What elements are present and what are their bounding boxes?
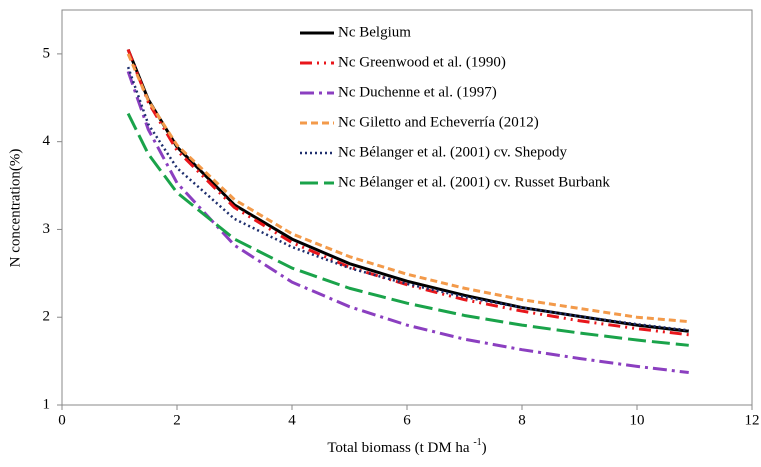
series-line — [126, 48, 689, 333]
x-tick-label: 8 — [518, 412, 526, 428]
y-axis-label: N concentration(%) — [7, 149, 23, 268]
series-line — [126, 66, 689, 332]
series-line — [126, 53, 689, 324]
series-line — [126, 112, 689, 347]
legend-label: Nc Bélanger et al. (2001) cv. Russet Bur… — [338, 174, 610, 190]
x-tick-label: 2 — [173, 412, 181, 428]
x-axis-label-sup: -1 — [473, 437, 481, 448]
x-tick-label: 0 — [58, 412, 66, 428]
x-tick-label: 10 — [630, 412, 645, 428]
legend-label: Nc Greenwood et al. (1990) — [338, 54, 506, 70]
x-axis-label: Total biomass (t DM ha -1) — [327, 437, 486, 456]
x-tick-label: 4 — [288, 412, 296, 428]
legend-label: Nc Bélanger et al. (2001) cv. Shepody — [338, 144, 567, 160]
legend-label: Nc Giletto and Echeverría (2012) — [338, 114, 539, 130]
x-tick-label: 12 — [745, 412, 760, 428]
x-axis-label-main: Total biomass (t DM ha — [327, 440, 473, 456]
y-tick-label: 2 — [43, 309, 51, 325]
x-axis-label-end: ) — [482, 440, 487, 456]
y-tick-label: 3 — [43, 221, 51, 237]
y-tick-label: 1 — [43, 396, 51, 412]
y-tick-label: 4 — [43, 133, 51, 149]
x-tick-label: 6 — [403, 412, 411, 428]
y-tick-label: 5 — [43, 45, 51, 61]
legend-label: Nc Duchenne et al. (1997) — [338, 84, 497, 100]
legend-label: Nc Belgium — [338, 24, 411, 40]
series-line — [126, 48, 689, 337]
series-line — [126, 70, 689, 375]
